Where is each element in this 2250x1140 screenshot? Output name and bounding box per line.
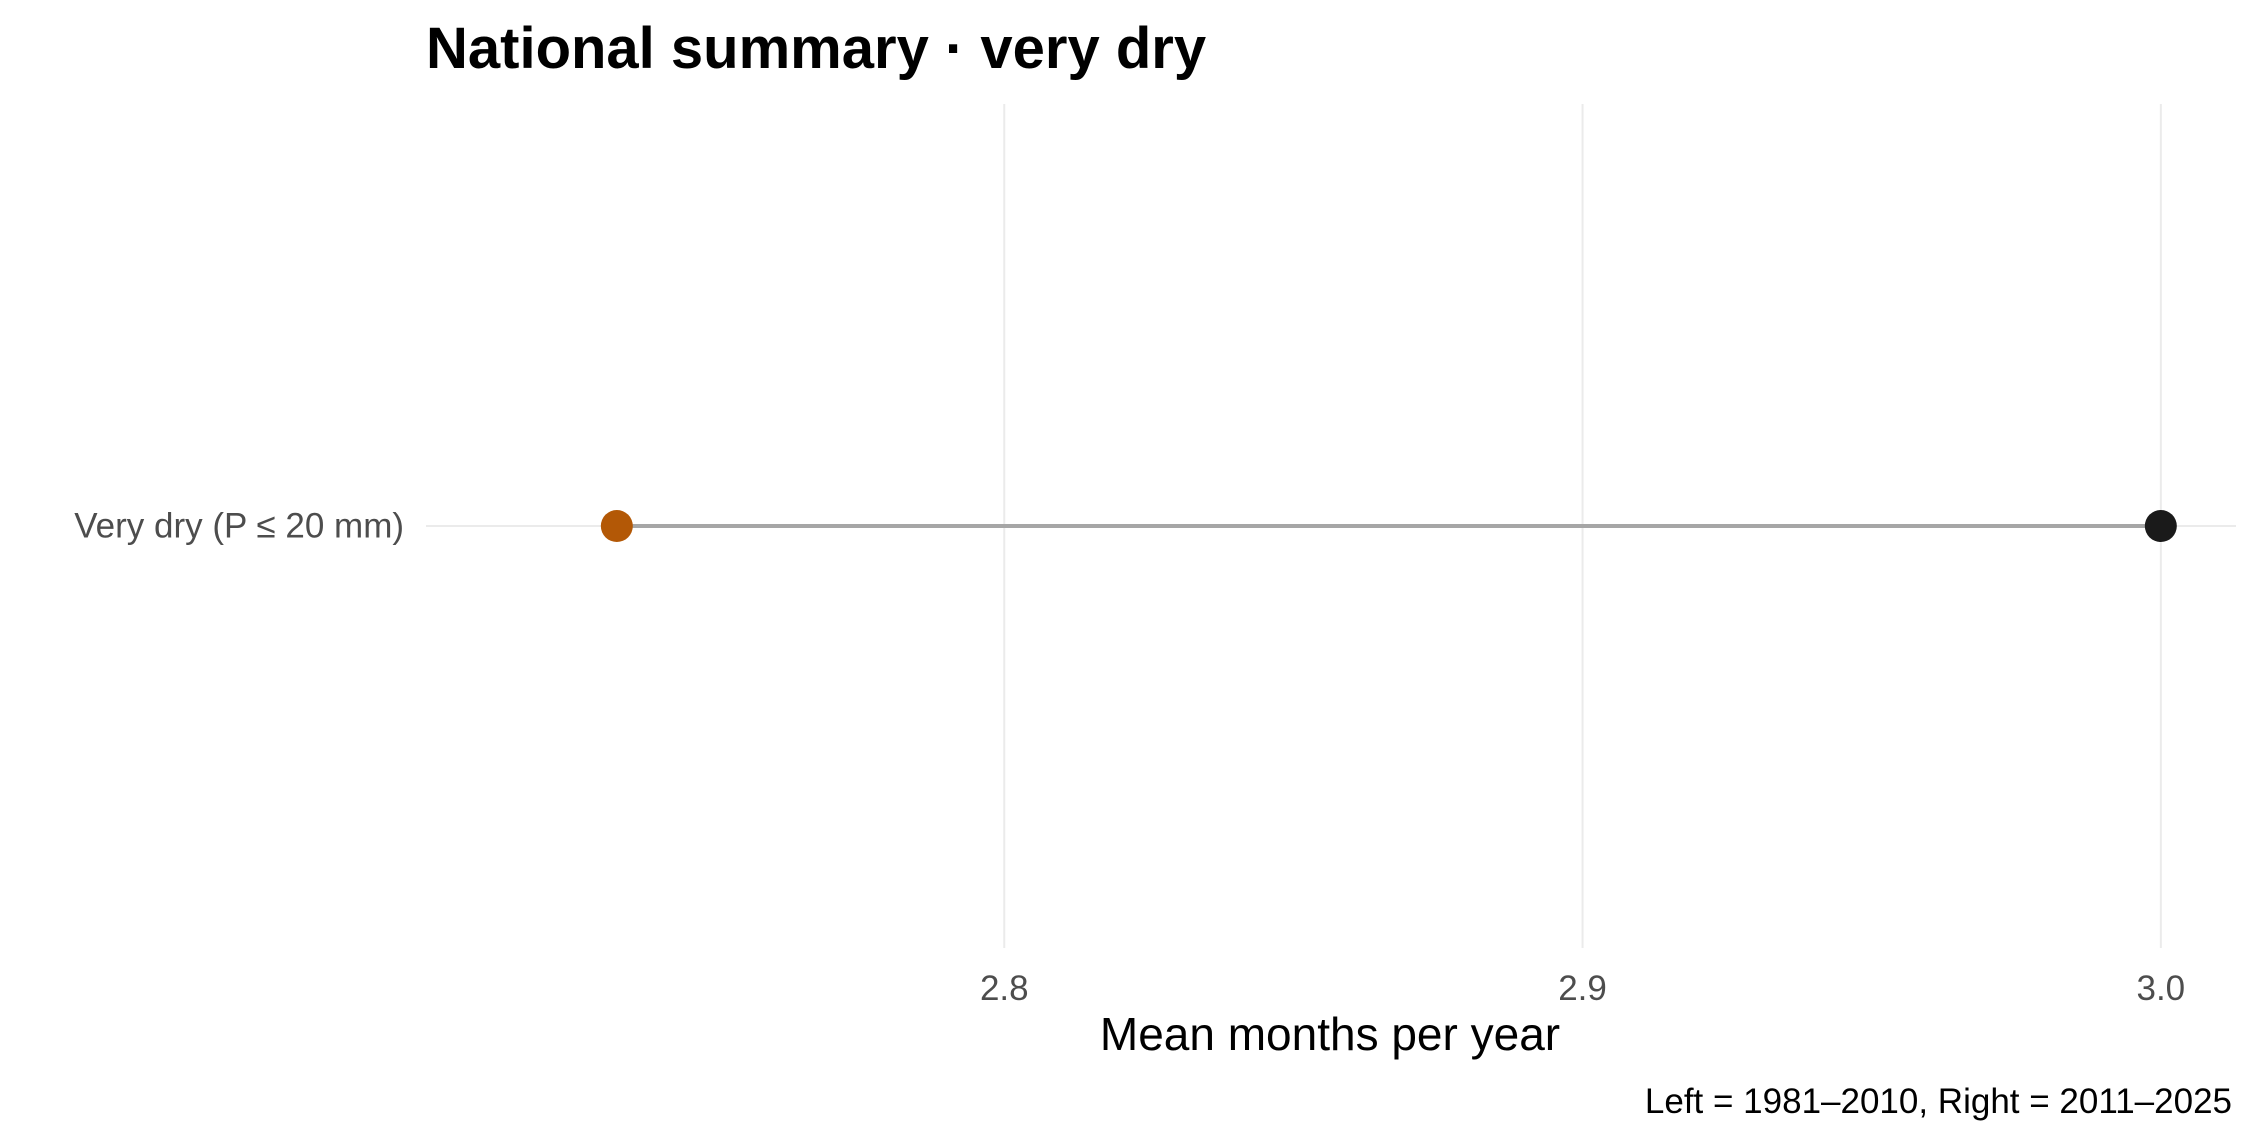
point-left: [600, 510, 633, 542]
y-axis-labels: Very dry (P ≤ 20 mm): [74, 507, 404, 546]
x-tick-label: 2.8: [980, 969, 1029, 1008]
x-tick-label: 2.9: [1558, 969, 1607, 1008]
data-points: [600, 510, 2177, 542]
y-tick-label: Very dry (P ≤ 20 mm): [74, 507, 404, 546]
x-axis-title: Mean months per year: [1100, 1008, 1560, 1060]
chart-title: National summary · very dry: [426, 16, 1206, 81]
chart-caption: Left = 1981–2010, Right = 2011–2025: [1645, 1082, 2232, 1121]
x-axis-labels: 2.8 2.9 3.0: [980, 969, 2185, 1008]
x-tick-label: 3.0: [2136, 969, 2185, 1008]
point-right: [2144, 510, 2177, 542]
